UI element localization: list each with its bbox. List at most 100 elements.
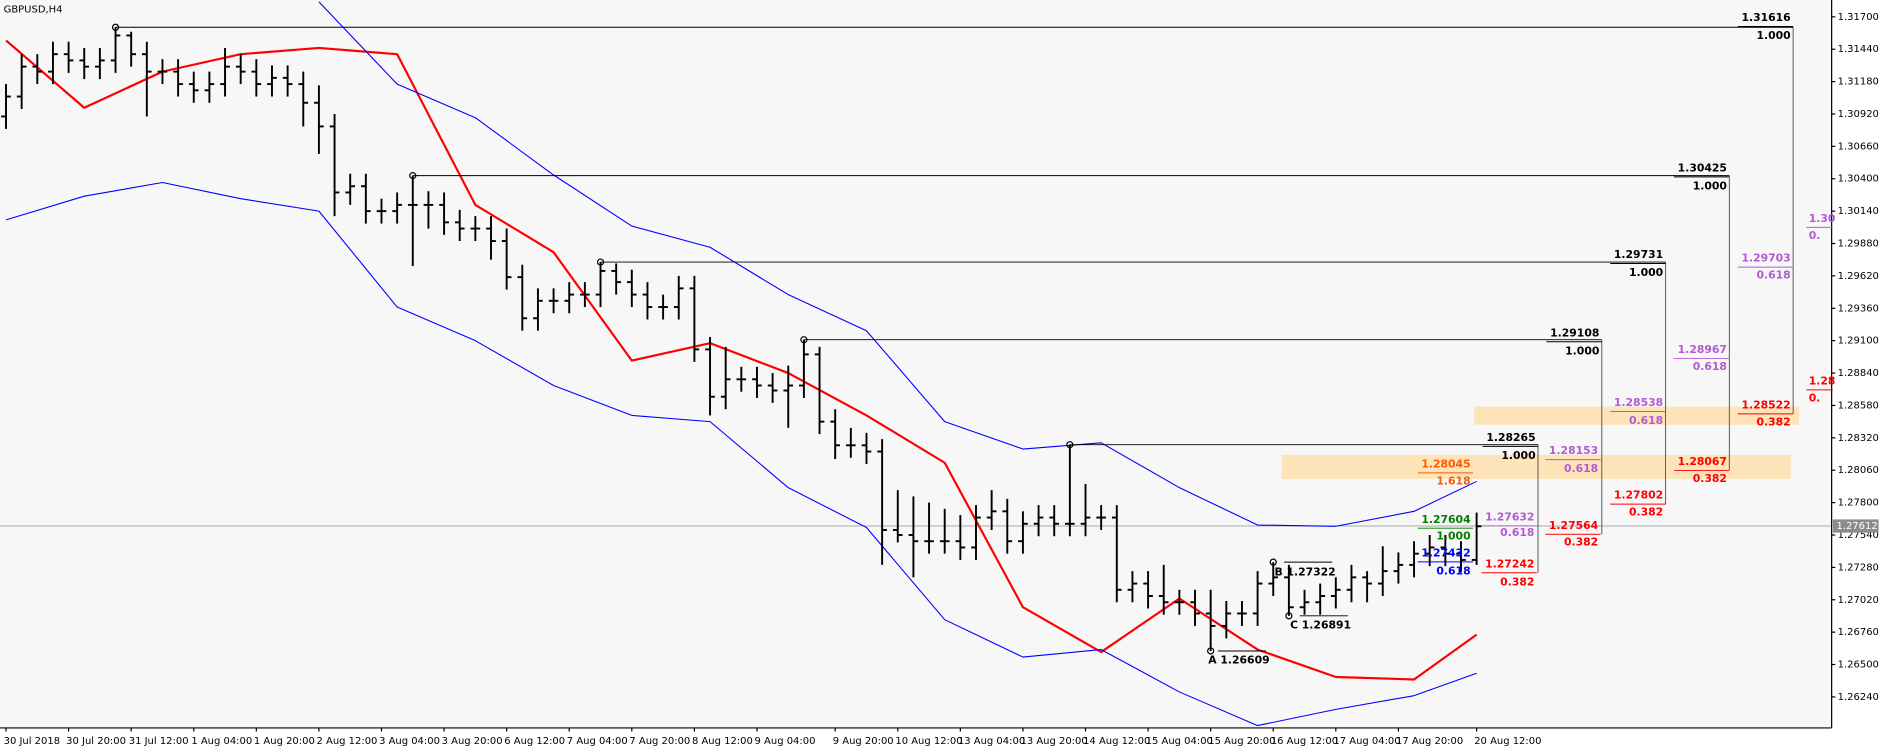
x-tick-label: 1 Aug 20:00: [254, 736, 315, 747]
chart-title: GBPUSD,H4: [4, 5, 63, 16]
y-tick-label: 1.27540: [1838, 530, 1879, 541]
swing-marker: [1066, 441, 1074, 449]
x-tick-label: 9 Aug 04:00: [755, 736, 816, 747]
x-tick-label: 16 Aug 12:00: [1271, 736, 1338, 747]
swing-marker: [596, 258, 605, 266]
fib-price: 1.28265: [1486, 431, 1535, 444]
fib-ratio: 0.618: [1564, 462, 1598, 475]
fib-price: 1.28967: [1678, 343, 1727, 356]
fib-price: 1.27802: [1614, 489, 1663, 502]
y-tick-label: 1.26500: [1838, 660, 1879, 671]
y-tick-label: 1.26240: [1838, 692, 1879, 703]
fib-ratio: 0.618: [1629, 414, 1663, 427]
wave-label: A 1.26609: [1208, 654, 1269, 667]
current-price-box: [1832, 519, 1879, 533]
fib-ratio: 0.382: [1500, 575, 1534, 588]
fib-ratio: 1.000: [1629, 266, 1663, 279]
swing-marker: [1269, 558, 1277, 566]
y-tick-label: 1.27800: [1838, 498, 1879, 509]
x-tick-label: 7 Aug 20:00: [629, 736, 690, 747]
fib-price: 1.28522: [1741, 398, 1790, 411]
fib-ratio: 1.000: [1565, 344, 1599, 357]
zone: [1281, 454, 1791, 479]
y-tick-label: 1.28320: [1838, 433, 1879, 444]
moving-average: [5, 39, 1478, 681]
x-tick-label: 15 Aug 20:00: [1208, 736, 1275, 747]
fib-ratio: 1.000: [1693, 179, 1727, 192]
y-tick-label: 1.30140: [1838, 206, 1879, 217]
x-tick-label: 30 Jul 2018: [4, 736, 60, 747]
fib-ratio: 0.618: [1757, 269, 1791, 282]
fib-price: 1.27242: [1485, 557, 1534, 570]
x-tick-label: 9 Aug 20:00: [833, 736, 894, 747]
bollinger-band: [5, 181, 1477, 727]
fib-price: 1.28153: [1549, 444, 1598, 457]
x-tick-label: 8 Aug 12:00: [692, 736, 753, 747]
y-tick-label: 1.26760: [1838, 627, 1879, 638]
fib-ratio: 1.000: [1757, 29, 1791, 42]
fib-price: 1.28067: [1678, 455, 1727, 468]
fib-ratio: 0.618: [1693, 360, 1727, 373]
x-tick-label: 17 Aug 04:00: [1333, 736, 1400, 747]
fib-ratio: 0.382: [1564, 536, 1598, 549]
fib-price: 1.27432: [1421, 546, 1470, 559]
swing-marker: [800, 336, 808, 344]
fib-ratio: 0.382: [1757, 415, 1791, 428]
fib-ratio: 0.618: [1500, 526, 1534, 539]
x-tick-label: 3 Aug 04:00: [379, 736, 440, 747]
swing-marker: [1285, 612, 1293, 620]
wave-label: C 1.26891: [1290, 619, 1351, 632]
y-tick-label: 1.30660: [1838, 141, 1879, 152]
fib-price: 1.27604: [1421, 513, 1471, 526]
fib-ratio: 0.618: [1436, 565, 1470, 578]
fib-price: 1.30425: [1678, 161, 1727, 174]
x-tick-label: 13 Aug 20:00: [1021, 736, 1088, 747]
x-tick-label: 17 Aug 20:00: [1396, 736, 1463, 747]
fib-price: 1.29108: [1550, 326, 1599, 339]
y-tick-label: 1.29360: [1838, 303, 1879, 314]
fib-price: 1.28: [1809, 374, 1836, 387]
fib-price: 1.29703: [1741, 252, 1790, 265]
y-tick-label: 1.29880: [1838, 239, 1879, 250]
swing-marker: [111, 23, 120, 31]
y-tick-label: 1.30920: [1838, 109, 1879, 120]
wave-label: B 1.27322: [1274, 566, 1335, 579]
swing-marker: [1207, 647, 1215, 655]
bollinger-band: [318, 1, 1477, 527]
fib-price: 1.31616: [1741, 11, 1790, 24]
y-tick-label: 1.29100: [1838, 336, 1879, 347]
y-tick-label: 1.28060: [1838, 465, 1879, 476]
x-tick-label: 6 Aug 12:00: [504, 736, 565, 747]
y-tick-label: 1.31700: [1838, 12, 1879, 23]
x-tick-label: 15 Aug 04:00: [1146, 736, 1213, 747]
fib-price: 1.27564: [1549, 519, 1599, 532]
y-tick-label: 1.29620: [1838, 271, 1879, 282]
plot: [0, 1, 1832, 727]
x-tick-label: 20 Aug 12:00: [1474, 736, 1541, 747]
y-tick-label: 1.28840: [1838, 368, 1879, 379]
x-tick-label: 2 Aug 12:00: [317, 736, 378, 747]
fib-price: 1.28045: [1421, 457, 1470, 470]
fib-ratio: 0.: [1809, 391, 1821, 404]
fib-ratio: 1.000: [1436, 530, 1470, 543]
y-tick-label: 1.28580: [1838, 400, 1879, 411]
fib-price: 1.29731: [1614, 248, 1663, 261]
current-price-label: 1.27612: [1836, 521, 1877, 532]
fib-ratio: 1.000: [1501, 449, 1535, 462]
fib-price: 1.28538: [1614, 396, 1663, 409]
x-tick-label: 1 Aug 04:00: [191, 736, 252, 747]
plot-background: [0, 0, 1832, 728]
x-tick-label: 3 Aug 20:00: [442, 736, 503, 747]
fib-ratio: 0.382: [1629, 506, 1663, 519]
y-tick-label: 1.27280: [1838, 562, 1879, 573]
y-tick-label: 1.31180: [1838, 77, 1879, 88]
fib-price: 1.27632: [1485, 510, 1534, 523]
y-tick-label: 1.30400: [1838, 174, 1879, 185]
swing-marker: [409, 172, 417, 180]
x-tick-label: 7 Aug 04:00: [567, 736, 628, 747]
x-tick-label: 31 Jul 12:00: [129, 736, 189, 747]
y-tick-label: 1.31440: [1838, 44, 1879, 55]
x-tick-label: 10 Aug 12:00: [895, 736, 962, 747]
fib-ratio: 0.382: [1693, 472, 1727, 485]
